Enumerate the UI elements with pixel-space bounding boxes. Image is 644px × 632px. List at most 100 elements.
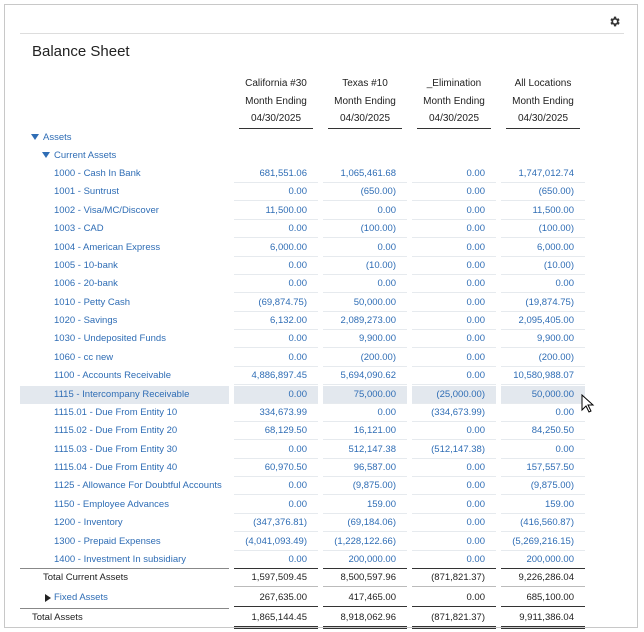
cell-rule — [412, 402, 496, 404]
row-label[interactable]: Total Assets — [32, 612, 83, 624]
amount: 159.00 — [544, 498, 574, 510]
row-label[interactable]: 1150 - Employee Advances — [54, 498, 169, 510]
row-label[interactable]: 1001 - Suntrust — [54, 186, 119, 198]
row-label[interactable]: Total Current Assets — [43, 572, 129, 584]
row-label[interactable]: 1006 - 20-bank — [54, 278, 118, 290]
total-rule — [20, 608, 229, 610]
amount: (334,673.99) — [431, 406, 485, 418]
amount: 0.00 — [466, 535, 486, 547]
cell-rule — [234, 420, 318, 422]
row-label[interactable]: 1004 - American Express — [54, 241, 161, 253]
section-label[interactable]: Current Assets — [54, 150, 117, 161]
amount: 10,580,988.07 — [513, 370, 574, 382]
amount: 9,911,386.04 — [519, 612, 574, 624]
amount: 6,000.00 — [270, 241, 307, 253]
total-rule — [20, 568, 229, 570]
row-label[interactable]: 1200 - Inventory — [54, 517, 123, 529]
row-highlight — [20, 385, 229, 404]
cell-rule — [234, 255, 318, 257]
cell-rule — [234, 512, 318, 514]
row-label[interactable]: 1005 - 10-bank — [54, 259, 118, 271]
amount: 0.00 — [377, 204, 397, 216]
amount: 0.00 — [466, 370, 486, 382]
settings-icon[interactable] — [608, 15, 621, 28]
amount: 0.00 — [466, 223, 486, 235]
row-label[interactable]: 1030 - Undeposited Funds — [54, 333, 166, 345]
expand-arrow[interactable] — [31, 134, 39, 140]
amount: 1,865,144.45 — [251, 612, 307, 624]
amount: (1,228,122.66) — [334, 535, 396, 547]
row-label[interactable]: 1400 - Investment In subsidiary — [54, 553, 187, 565]
cell-rule — [234, 457, 318, 459]
amount: 96,587.00 — [353, 462, 396, 474]
row-label[interactable]: 1115 - Intercompany Receivable — [54, 388, 190, 400]
row-label[interactable]: 1115.03 - Due From Entity 30 — [54, 443, 178, 455]
section-label[interactable]: Assets — [43, 132, 72, 143]
cell-rule — [501, 365, 585, 367]
amount: 9,226,286.04 — [518, 572, 574, 584]
amount: 0.00 — [466, 498, 486, 510]
cell-rule — [234, 626, 318, 630]
row-label[interactable]: 1020 - Savings — [54, 315, 118, 327]
collapse-arrow[interactable] — [45, 594, 51, 603]
row-label[interactable]: 1115.04 - Due From Entity 40 — [54, 462, 178, 474]
amount: 0.00 — [466, 186, 486, 198]
cell-rule — [501, 237, 585, 239]
cell-rule — [323, 200, 407, 202]
row-label[interactable]: 1115.01 - Due From Entity 10 — [54, 406, 178, 418]
amount: 157,557.50 — [526, 462, 574, 474]
cell-rule — [323, 347, 407, 349]
amount: 5,694,090.62 — [340, 370, 396, 382]
amount: 0.00 — [466, 425, 486, 437]
cell-rule — [323, 273, 407, 275]
amount: 0.00 — [466, 168, 486, 179]
row-label[interactable]: 1000 - Cash In Bank — [54, 168, 141, 179]
column-period: Month Ending — [512, 96, 574, 107]
row-label[interactable]: 1002 - Visa/MC/Discover — [54, 204, 159, 216]
cell-rule — [412, 218, 496, 220]
row-label[interactable]: 1060 - cc new — [54, 351, 114, 363]
column-name: _Elimination — [426, 78, 482, 89]
amount: 200,000.00 — [348, 553, 396, 565]
cell-rule — [501, 476, 585, 478]
amount: (10.00) — [543, 259, 574, 271]
cell-rule — [501, 384, 585, 386]
amount: 16,121.00 — [353, 425, 396, 437]
amount: 0.00 — [555, 443, 575, 455]
amount: 2,095,405.00 — [518, 315, 574, 327]
cell-rule — [412, 457, 496, 459]
column-date: 04/30/2025 — [417, 113, 491, 129]
row-label[interactable]: 1300 - Prepaid Expenses — [54, 535, 161, 547]
column-name: Texas #10 — [342, 78, 388, 89]
amount: 0.00 — [288, 480, 308, 492]
amount: 2,089,273.00 — [340, 315, 396, 327]
cell-rule — [412, 606, 496, 608]
cell-rule — [412, 439, 496, 441]
row-label[interactable]: 1100 - Accounts Receivable — [54, 370, 172, 382]
cell-rule — [323, 512, 407, 514]
amount: (416,560.87) — [520, 517, 574, 529]
cell-rule — [501, 494, 585, 496]
amount: 11,500.00 — [265, 204, 307, 216]
row-label[interactable]: 1115.02 - Due From Entity 20 — [54, 425, 178, 437]
cell-rule — [412, 365, 496, 367]
amount: (10.00) — [365, 259, 396, 271]
amount: 4,886,897.45 — [251, 370, 307, 382]
cell-rule — [501, 439, 585, 441]
cell-rule — [234, 182, 318, 183]
amount: (9,875.00) — [530, 480, 574, 492]
cell-rule — [323, 494, 407, 496]
amount: 0.00 — [288, 553, 308, 565]
cell-rule — [501, 531, 585, 533]
row-label[interactable]: 1003 - CAD — [54, 223, 104, 235]
row-label[interactable]: 1125 - Allowance For Doubtful Accounts — [54, 480, 222, 492]
expand-arrow[interactable] — [42, 152, 50, 158]
cell-rule — [234, 273, 318, 275]
row-label[interactable]: 1010 - Petty Cash — [54, 296, 131, 308]
amount: 0.00 — [288, 278, 308, 290]
cell-rule — [501, 549, 585, 551]
cell-rule — [234, 329, 318, 331]
row-label[interactable]: Fixed Assets — [54, 592, 108, 604]
amount: 0.00 — [466, 296, 486, 308]
